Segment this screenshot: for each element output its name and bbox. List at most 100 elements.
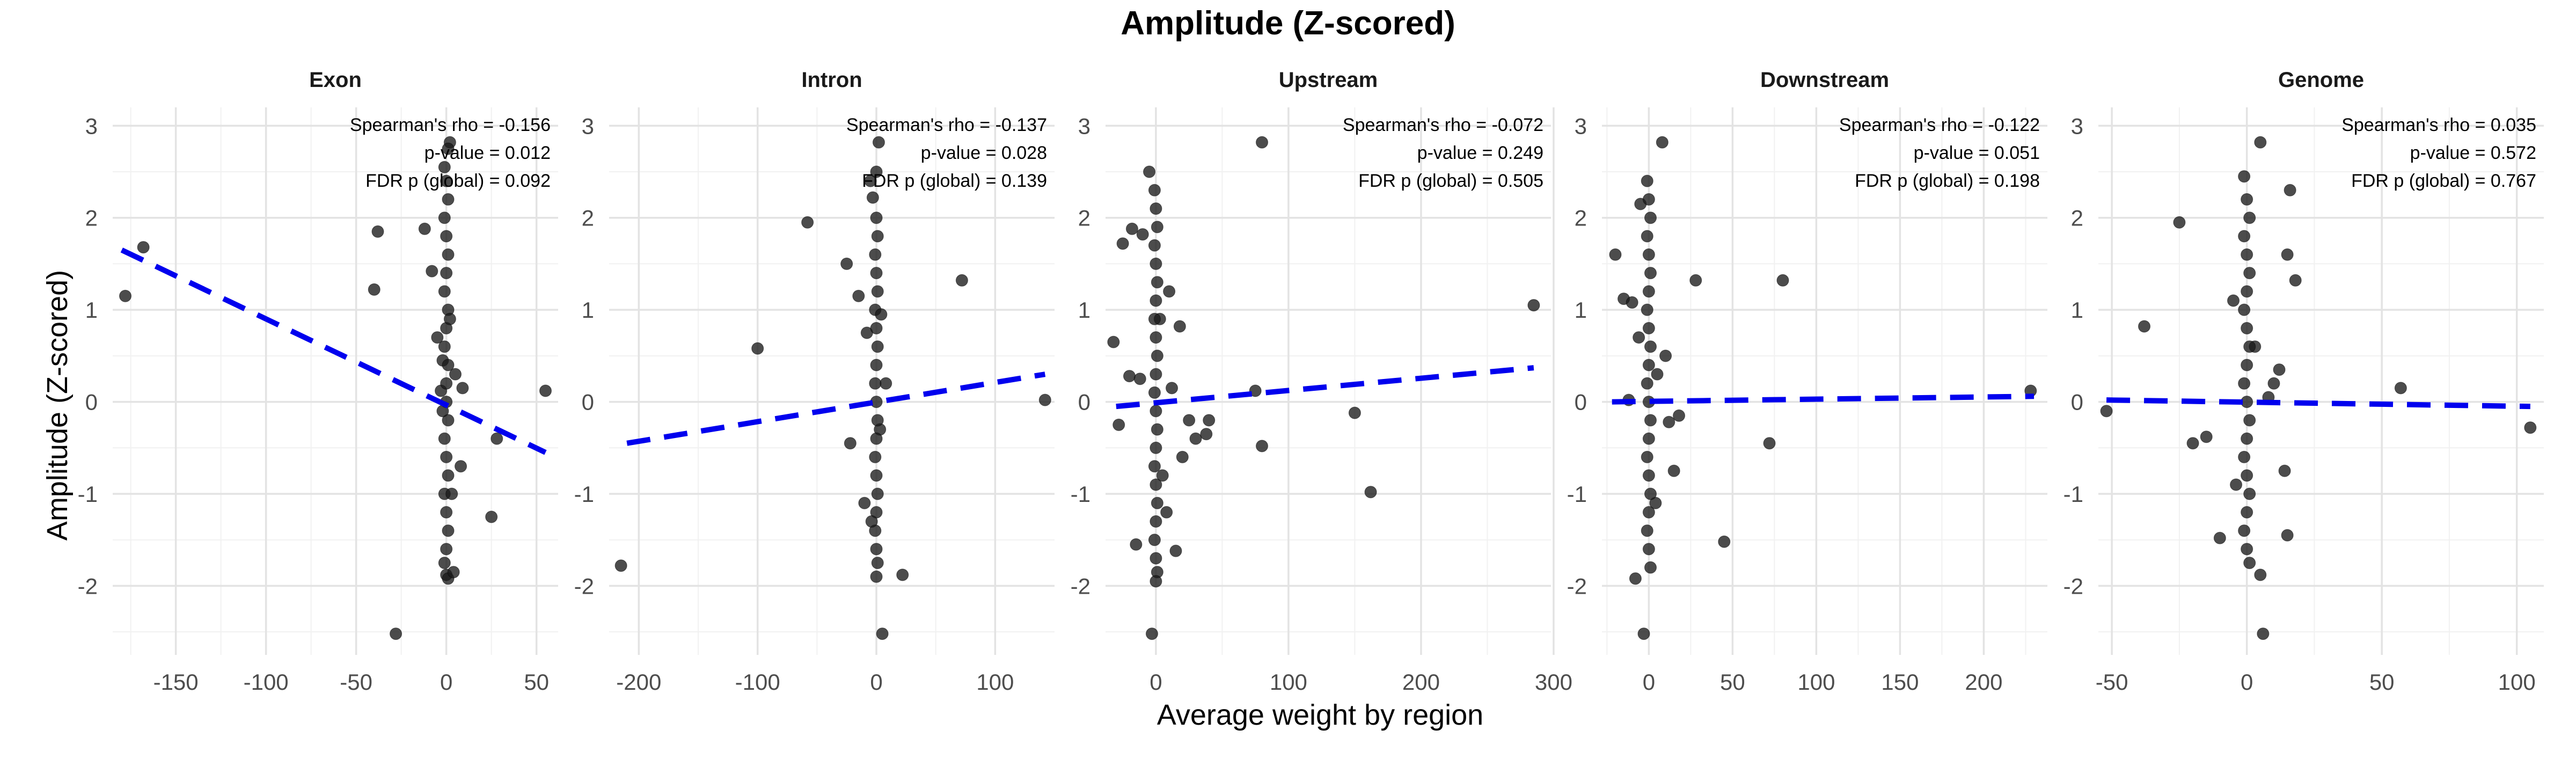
data-point — [1642, 248, 1655, 261]
data-point — [1038, 393, 1051, 406]
data-point — [440, 377, 453, 390]
data-point — [871, 340, 884, 353]
data-point — [426, 265, 438, 278]
data-point — [2241, 322, 2253, 334]
y-tick-label: 3 — [2071, 113, 2083, 138]
data-point — [1718, 535, 1731, 548]
data-point — [1763, 437, 1776, 450]
data-point — [1255, 440, 1268, 453]
data-point — [438, 432, 451, 445]
y-tick-label: 1 — [85, 297, 98, 323]
y-tick-label: -1 — [78, 482, 98, 507]
data-point — [2238, 524, 2251, 537]
x-tick-label: 150 — [1881, 669, 1919, 695]
data-point — [871, 487, 884, 500]
data-point — [1642, 506, 1655, 519]
data-point — [368, 283, 380, 296]
data-point — [440, 450, 453, 463]
stat-annotation: Spearman's rho = -0.072 — [1343, 115, 1543, 135]
data-point — [1150, 515, 1162, 528]
data-point — [1651, 368, 1664, 381]
data-point — [2238, 170, 2251, 183]
stat-annotation: Spearman's rho = -0.137 — [846, 115, 1047, 135]
data-point — [1150, 368, 1162, 381]
data-point — [1641, 174, 1653, 187]
data-point — [1151, 497, 1163, 509]
y-tick-label: -2 — [2063, 573, 2083, 599]
data-point — [1156, 469, 1169, 482]
y-tick-label: -1 — [574, 482, 594, 507]
data-point — [2238, 450, 2251, 463]
data-point — [1148, 386, 1161, 399]
data-point — [539, 384, 552, 397]
data-point — [955, 274, 968, 287]
data-point — [870, 212, 883, 224]
data-point — [1163, 285, 1176, 298]
data-point — [870, 469, 883, 482]
data-point — [1150, 441, 1162, 454]
x-tick-label: 50 — [2369, 669, 2395, 695]
data-point — [2241, 543, 2253, 556]
data-point — [1644, 340, 1657, 353]
data-point — [1130, 538, 1143, 551]
y-tick-label: 1 — [1575, 297, 1587, 323]
data-point — [869, 450, 882, 463]
data-point — [2243, 212, 2256, 224]
data-point — [1249, 384, 1262, 397]
data-point — [1143, 165, 1156, 178]
data-point — [1176, 450, 1189, 463]
fit-line — [1116, 365, 1534, 410]
data-point — [1125, 222, 1138, 235]
data-point — [1255, 136, 1268, 149]
data-point — [866, 191, 879, 204]
data-point — [438, 161, 451, 173]
y-tick-label: 0 — [2071, 390, 2083, 415]
data-point — [870, 322, 883, 334]
data-point — [1642, 543, 1655, 556]
data-point — [440, 267, 453, 280]
data-point — [1626, 296, 1638, 309]
data-point — [1150, 405, 1162, 418]
data-point — [1629, 572, 1642, 585]
data-point — [2213, 531, 2226, 544]
data-point — [1348, 406, 1361, 419]
stat-annotation: p-value = 0.051 — [1914, 143, 2040, 163]
data-point — [870, 267, 883, 280]
data-point — [1148, 534, 1161, 546]
data-point — [2241, 506, 2253, 519]
data-point — [2238, 303, 2251, 316]
x-tick-label: 200 — [1965, 669, 2002, 695]
data-point — [1148, 184, 1161, 196]
fit-line — [1612, 393, 2035, 405]
data-point — [442, 193, 455, 206]
data-point — [438, 557, 451, 570]
data-point — [2238, 230, 2251, 243]
x-tick-label: 100 — [1797, 669, 1835, 695]
data-point — [1150, 257, 1162, 270]
data-point — [1150, 478, 1162, 491]
y-tick-label: -2 — [78, 573, 98, 599]
data-point — [1150, 575, 1162, 588]
stat-annotation: Spearman's rho = -0.122 — [1839, 115, 2040, 135]
x-tick-label: 100 — [2498, 669, 2536, 695]
data-point — [2241, 432, 2253, 445]
data-point — [2278, 464, 2291, 477]
data-point — [2273, 363, 2286, 376]
x-tick-label: -50 — [340, 669, 372, 695]
data-point — [1642, 322, 1655, 334]
data-point — [2281, 529, 2294, 542]
y-tick-label: 1 — [2071, 297, 2083, 323]
x-tick-label: -150 — [153, 669, 199, 695]
y-tick-label: 1 — [1078, 297, 1091, 323]
data-point — [2186, 437, 2199, 450]
data-point — [442, 414, 455, 427]
stat-annotation: FDR p (global) = 0.139 — [862, 171, 1047, 191]
data-point — [875, 308, 888, 321]
data-point — [2243, 557, 2256, 570]
x-tick-label: 0 — [1643, 669, 1655, 695]
y-tick-label: 2 — [582, 206, 594, 231]
data-point — [1659, 349, 1672, 362]
stat-annotation: Spearman's rho = -0.156 — [350, 115, 551, 135]
data-point — [1151, 221, 1163, 234]
